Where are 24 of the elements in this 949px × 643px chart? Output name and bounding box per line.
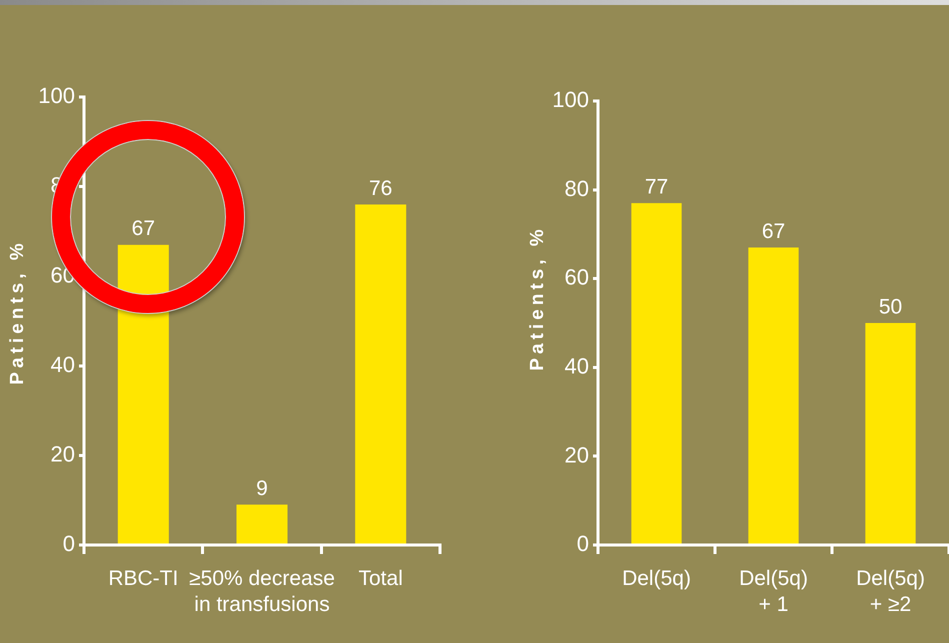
y-axis-title: Patients, % bbox=[527, 225, 548, 371]
data-label: 77 bbox=[644, 175, 668, 198]
data-label: 50 bbox=[878, 295, 902, 318]
x-tick-label: Total bbox=[358, 566, 403, 590]
y-tick-label: 60 bbox=[564, 264, 589, 290]
y-tick-label: 80 bbox=[564, 176, 589, 201]
x-tick-label: Del(5q) bbox=[622, 566, 691, 590]
data-label: 76 bbox=[368, 176, 392, 200]
y-tick-label: 0 bbox=[62, 531, 75, 556]
data-label: 67 bbox=[132, 217, 156, 240]
data-label: 9 bbox=[256, 476, 268, 500]
x-tick-label: Del(5q) + 1 bbox=[739, 566, 808, 616]
y-tick-label: 100 bbox=[552, 87, 589, 112]
y-tick-label: 0 bbox=[576, 531, 589, 556]
data-label: 67 bbox=[762, 220, 786, 243]
x-tick-label: ≥50% decrease in transfusions bbox=[189, 566, 335, 616]
y-tick-label: 20 bbox=[564, 442, 589, 468]
y-axis-title: Patients, % bbox=[7, 239, 28, 385]
x-tick-label: RBC-TI bbox=[108, 566, 178, 590]
y-tick-label: 20 bbox=[50, 441, 75, 466]
x-tick-label: Del(5q) + ≥2 bbox=[856, 566, 925, 616]
y-tick-label: 40 bbox=[564, 353, 589, 378]
y-tick-label: 100 bbox=[38, 83, 75, 108]
y-tick-label: 40 bbox=[50, 352, 75, 377]
